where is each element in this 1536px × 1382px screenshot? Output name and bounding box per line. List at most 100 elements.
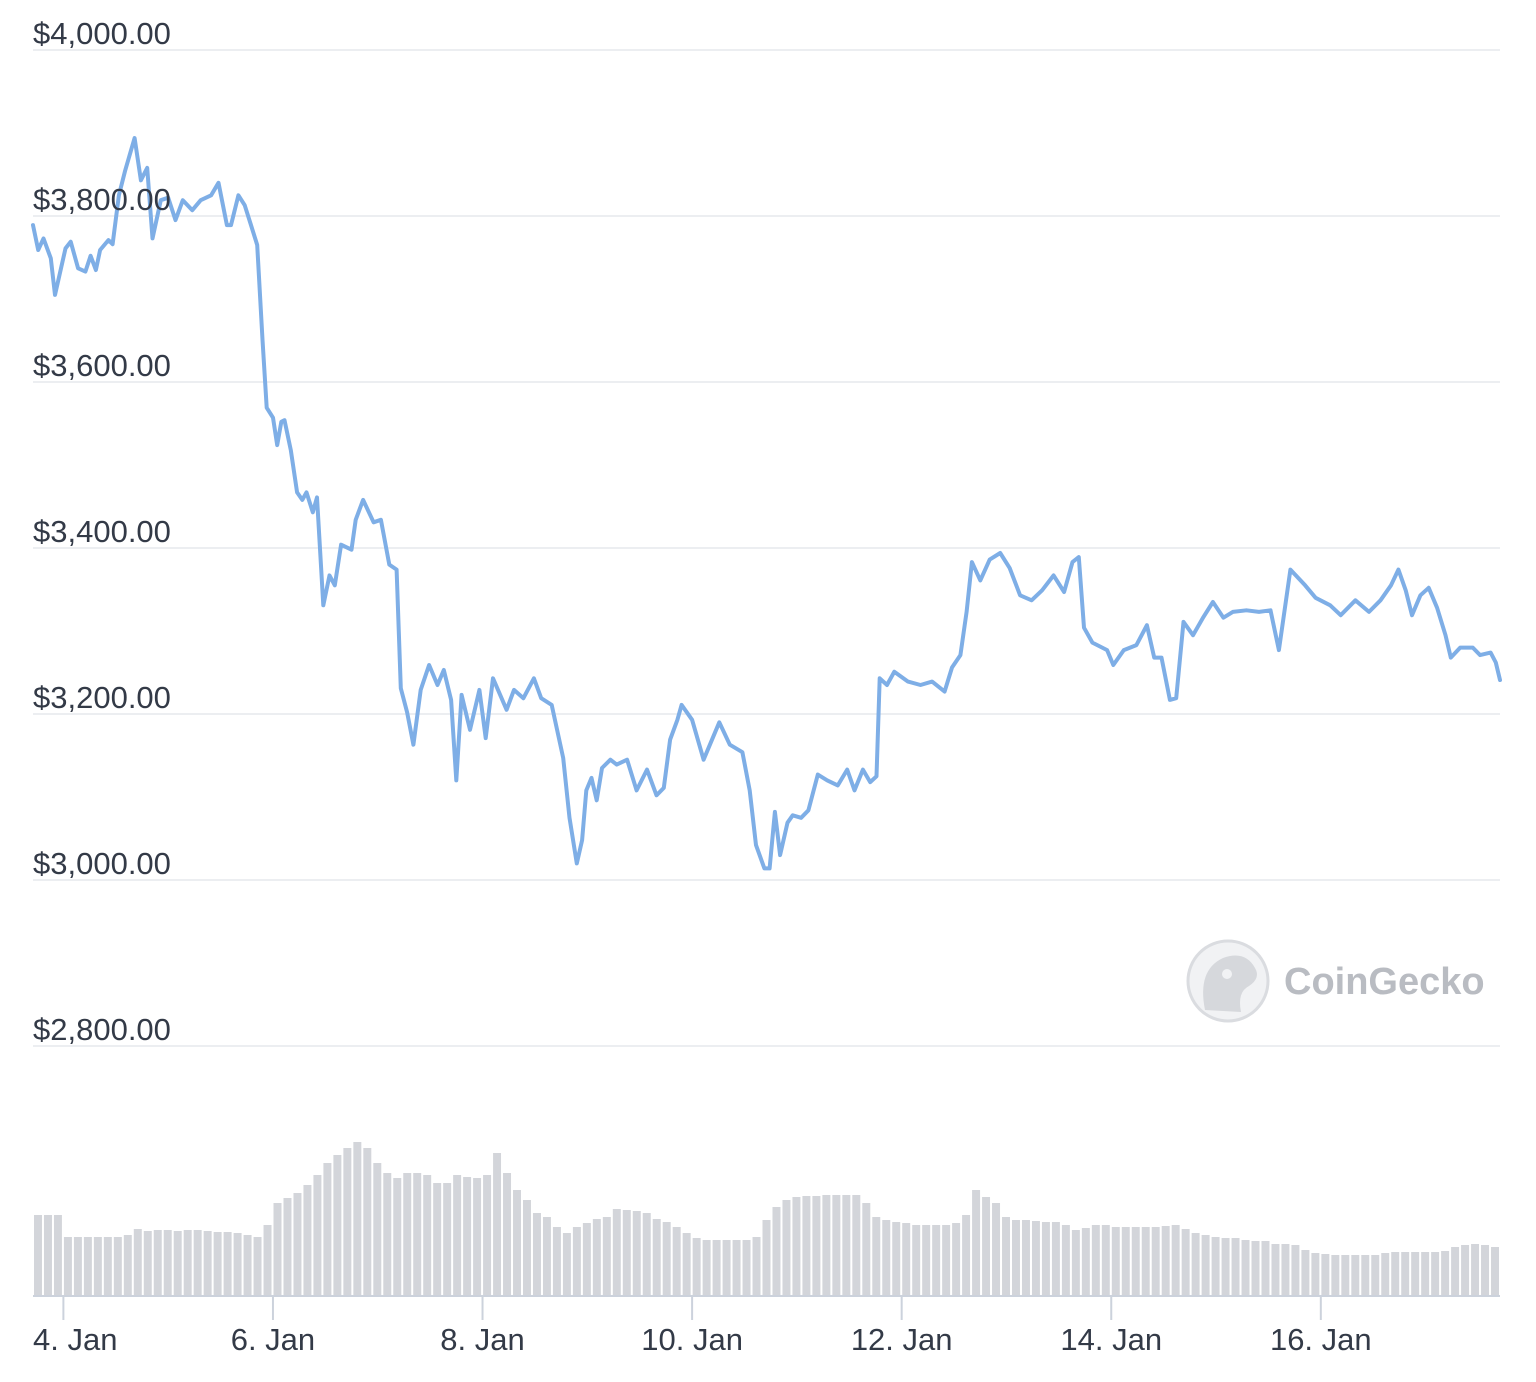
volume-bar [1301,1250,1310,1295]
volume-bar [273,1203,282,1295]
volume-bar [1261,1241,1270,1295]
volume-bar [1421,1252,1430,1295]
volume-bar [473,1178,482,1295]
volume-bar [1021,1220,1030,1295]
volume-bar [862,1203,871,1295]
volume-bar [752,1237,761,1295]
volume-bars [34,1142,1499,1295]
volume-bar [333,1155,342,1295]
volume-bar [1091,1225,1100,1295]
volume-bar [353,1142,362,1295]
volume-bar [892,1222,901,1295]
grid [33,49,1500,1320]
volume-bar [1411,1252,1420,1295]
volume-bar [642,1213,651,1295]
volume-bar [1451,1247,1460,1295]
volume-bar [532,1213,541,1295]
volume-bar [942,1225,951,1295]
volume-bar [982,1197,991,1295]
volume-bar [463,1177,472,1295]
volume-bar [652,1219,661,1295]
volume-bar [263,1225,272,1295]
volume-bar [1391,1252,1400,1295]
volume-bar [922,1225,931,1295]
price-line [31,136,1502,871]
volume-bar [1161,1226,1170,1295]
x-tick-label: 8. Jan [440,1322,524,1357]
volume-bar [1311,1253,1320,1295]
volume-bar [932,1225,941,1295]
volume-bar [722,1240,731,1295]
volume-bar [1461,1245,1470,1295]
volume-bar [283,1198,292,1295]
volume-bar [1441,1251,1450,1295]
volume-bar [133,1229,142,1295]
volume-bar [203,1231,212,1295]
volume-bar [902,1223,911,1295]
volume-bar [812,1196,821,1295]
volume-bar [163,1230,172,1295]
volume-bar [233,1233,242,1295]
volume-bar [513,1190,521,1295]
watermark-text: CoinGecko [1284,961,1485,1003]
volume-bar [493,1153,502,1295]
volume-bar [223,1232,232,1295]
volume-bar [742,1240,751,1295]
volume-bar [912,1225,921,1295]
volume-bar [872,1217,881,1295]
volume-bar [1191,1233,1200,1295]
volume-bar [1491,1247,1499,1295]
volume-bar [1051,1222,1060,1295]
volume-bar [1241,1240,1250,1295]
volume-bar [1281,1244,1290,1295]
watermark: CoinGecko [1186,939,1485,1023]
volume-bar [1111,1227,1120,1295]
volume-bar [143,1231,152,1295]
volume-bar [343,1148,352,1295]
volume-bar [882,1220,891,1295]
volume-bar [1211,1237,1220,1295]
volume-bar [93,1237,102,1295]
volume-bar [483,1175,492,1295]
volume-bar [413,1173,422,1295]
volume-bar [962,1215,971,1295]
volume-bar [852,1195,861,1295]
volume-bar [1341,1255,1350,1295]
volume-bar [952,1223,961,1295]
volume-bar [832,1195,841,1295]
volume-bar [1371,1255,1380,1295]
volume-bar [1221,1238,1230,1295]
volume-bar [253,1237,262,1295]
volume-bar [712,1240,721,1295]
volume-bar [682,1233,691,1295]
labels: $2,800.00 $3,000.00 $3,200.00 $3,400.00 $3,6… [33,16,1372,1357]
volume-bar [1331,1255,1340,1295]
volume-bar [523,1200,531,1295]
watermark-logo-eye [1222,969,1232,979]
volume-bar [612,1209,621,1295]
volume-bar [1431,1252,1440,1295]
volume-bar [1071,1230,1080,1295]
volume-bar [662,1222,671,1295]
volume-bar [592,1219,601,1295]
volume-bar [1141,1227,1150,1295]
volume-bar [503,1173,512,1295]
volume-bar [423,1175,432,1295]
volume-bar [1031,1221,1040,1295]
y-tick-label: $3,400.00 [33,514,171,549]
x-tick-label: 14. Jan [1060,1322,1162,1357]
volume-bar [1201,1235,1210,1295]
volume-bar [63,1237,72,1295]
volume-bar [1401,1252,1410,1295]
volume-bar [1481,1245,1490,1295]
volume-bar [992,1203,1001,1295]
volume-bar [433,1183,442,1295]
volume-bar [1171,1225,1180,1295]
volume-bar [73,1237,82,1295]
volume-bar [692,1238,701,1295]
volume-bar [702,1240,711,1295]
y-tick-label: $4,000.00 [33,16,171,51]
volume-bar [732,1240,741,1295]
volume-bar [1041,1222,1050,1295]
